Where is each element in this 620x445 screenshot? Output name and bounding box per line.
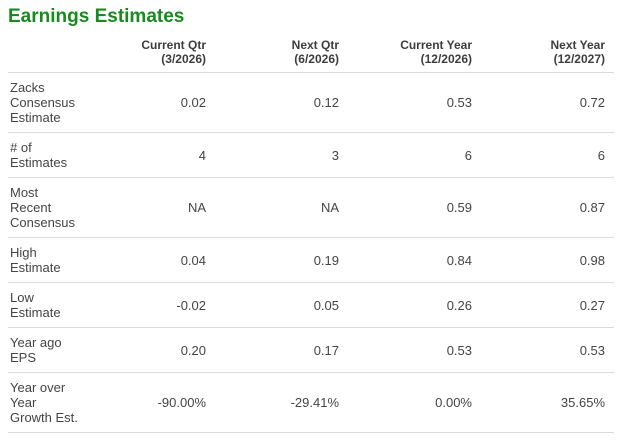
cell-value: 0.02 [82, 72, 215, 133]
table-row: Zacks Consensus Estimate 0.02 0.12 0.53 0.72 [8, 72, 614, 133]
cell-value: -90.00% [82, 372, 215, 433]
cell-value: NA [215, 177, 348, 238]
cell-value: -29.41% [215, 372, 348, 433]
table-row: Most Recent Consensus NA NA 0.59 0.87 [8, 177, 614, 238]
earnings-estimates-table: Current Qtr (3/2026) Next Qtr (6/2026) Curre… [8, 28, 614, 433]
cell-value: 0.19 [215, 237, 348, 283]
column-period-label: Next Qtr [291, 38, 339, 52]
table-corner-cell [8, 28, 82, 73]
cell-value: 0.98 [481, 237, 614, 283]
column-header: Current Qtr (3/2026) [82, 28, 215, 73]
table-row: # of Estimates 4 3 6 6 [8, 132, 614, 178]
cell-value: 0.04 [82, 237, 215, 283]
table-row: Low Estimate -0.02 0.05 0.26 0.27 [8, 282, 614, 328]
cell-value: 0.20 [82, 327, 215, 373]
row-label: # of Estimates [8, 132, 82, 178]
row-label: Low Estimate [8, 282, 82, 328]
column-period-label: Next Year [550, 38, 606, 52]
cell-value: 0.72 [481, 72, 614, 133]
cell-value: NA [82, 177, 215, 238]
cell-value: 0.59 [348, 177, 481, 238]
column-date-label: (6/2026) [294, 52, 339, 66]
cell-value: 0.17 [215, 327, 348, 373]
cell-value: 0.05 [215, 282, 348, 328]
section-title: Earnings Estimates [8, 6, 185, 27]
column-period-label: Current Qtr [141, 38, 206, 52]
row-label: Zacks Consensus Estimate [8, 72, 82, 133]
row-label: Most Recent Consensus [8, 177, 82, 238]
row-label: High Estimate [8, 237, 82, 283]
cell-value: 0.53 [481, 327, 614, 373]
cell-value: 6 [481, 132, 614, 178]
column-header: Next Qtr (6/2026) [215, 28, 348, 73]
cell-value: 0.84 [348, 237, 481, 283]
cell-value: 3 [215, 132, 348, 178]
cell-value: 35.65% [481, 372, 614, 433]
row-label: Year over Year Growth Est. [8, 372, 82, 433]
table-body: Zacks Consensus Estimate 0.02 0.12 0.53 0.72… [8, 72, 614, 433]
column-header: Next Year (12/2027) [481, 28, 614, 73]
column-date-label: (12/2026) [420, 52, 472, 66]
cell-value: 0.53 [348, 72, 481, 133]
earnings-estimates-section: Earnings Estimates Current Qtr (3/2026) Ne… [8, 6, 614, 433]
cell-value: 0.12 [215, 72, 348, 133]
row-label: Year ago EPS [8, 327, 82, 373]
column-period-label: Current Year [400, 38, 472, 52]
cell-value: 0.53 [348, 327, 481, 373]
cell-value: -0.02 [82, 282, 215, 328]
cell-value: 6 [348, 132, 481, 178]
column-date-label: (3/2026) [161, 52, 206, 66]
cell-value: 0.00% [348, 372, 481, 433]
table-header-row: Current Qtr (3/2026) Next Qtr (6/2026) Curre… [8, 28, 614, 73]
cell-value: 4 [82, 132, 215, 178]
table-row: Year over Year Growth Est. -90.00% -29.41%… [8, 372, 614, 433]
table-row: High Estimate 0.04 0.19 0.84 0.98 [8, 237, 614, 283]
cell-value: 0.26 [348, 282, 481, 328]
cell-value: 0.87 [481, 177, 614, 238]
table-row: Year ago EPS 0.20 0.17 0.53 0.53 [8, 327, 614, 373]
cell-value: 0.27 [481, 282, 614, 328]
column-header: Current Year (12/2026) [348, 28, 481, 73]
column-date-label: (12/2027) [553, 52, 605, 66]
